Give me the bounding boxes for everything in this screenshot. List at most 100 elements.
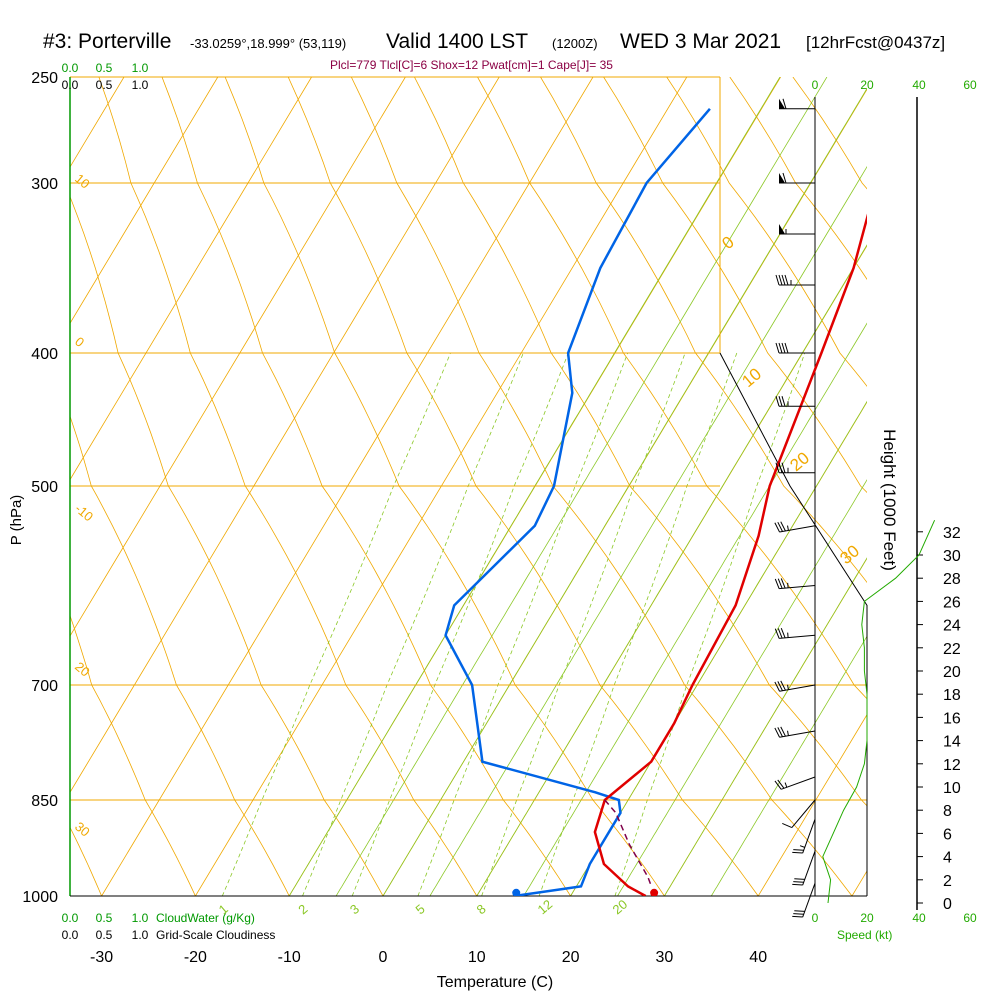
cloudiness-tick-top: 1.0 <box>132 78 149 92</box>
wind-barb <box>774 521 816 533</box>
x-tick-label: 0 <box>379 949 388 966</box>
height-label: 16 <box>943 710 961 727</box>
wind-speed-profile <box>822 519 936 904</box>
height-label: 30 <box>943 548 961 565</box>
height-label: 2 <box>943 873 952 890</box>
dry-adiabat-line <box>98 77 478 896</box>
cloudwater-label: CloudWater (g/Kg) <box>156 911 255 925</box>
dry-adiabat-line <box>414 77 867 807</box>
pressure-label: 250 <box>31 70 58 87</box>
pressure-label: 400 <box>31 346 58 363</box>
dry-adiabat-lines <box>0 77 867 896</box>
y-axis-title: P (hPa) <box>8 495 25 546</box>
wind-barb <box>779 172 815 184</box>
valid-date: WED 3 Mar 2021 <box>620 30 782 53</box>
isotherm-line <box>70 77 219 325</box>
mixing-ratio-line <box>481 352 686 896</box>
wind-barb <box>774 578 816 590</box>
x-tick-label: 40 <box>749 949 767 966</box>
speed-tick-bottom: 0 <box>812 911 819 925</box>
x-tick-label: -20 <box>184 949 207 966</box>
height-label: 18 <box>943 687 961 704</box>
height-label: 4 <box>943 850 952 867</box>
cloudiness-tick-top: 0.5 <box>96 78 113 92</box>
pressure-label: 500 <box>31 479 58 496</box>
height-label: 24 <box>943 618 961 635</box>
isotherm-line <box>0 77 30 896</box>
wind-speed-line <box>822 519 936 904</box>
dry-adiabat-line <box>350 77 853 896</box>
speed-tick-top: 60 <box>963 78 977 92</box>
station-coords: -33.0259°,18.999° (53,119) <box>190 36 347 51</box>
mixing-ratio-label: 3 <box>347 901 362 917</box>
dry-adiabat-line <box>70 614 196 896</box>
surface-temperature-marker <box>650 888 659 896</box>
height-label: 10 <box>943 780 961 797</box>
moist-adiabat-line <box>523 322 867 896</box>
moist-adiabat-line <box>382 87 867 896</box>
wind-barbs <box>774 98 816 918</box>
wind-barb <box>775 462 815 474</box>
mixing-ratio-label: 8 <box>474 901 489 917</box>
wind-barb <box>779 224 815 235</box>
dry-adiabat-line <box>70 415 290 896</box>
wind-barb <box>775 342 815 354</box>
mixing-ratio-label: 12 <box>535 897 556 918</box>
speed-tick-top: 20 <box>860 78 874 92</box>
wind-barb <box>792 883 816 918</box>
speed-tick-top: 40 <box>912 78 926 92</box>
pressure-label: 700 <box>31 678 58 695</box>
dry-adiabat-line <box>224 77 665 896</box>
cloudiness-tick-bottom: 0.0 <box>62 928 79 942</box>
moist-adiabat-line <box>335 77 828 896</box>
mixing-ratio-line <box>221 352 451 896</box>
station-title: #3: Porterville <box>43 30 172 53</box>
mixing-ratio-line <box>302 352 524 896</box>
height-label: 22 <box>943 641 961 658</box>
x-tick-label: 10 <box>468 949 486 966</box>
moist-adiabat-line <box>617 479 867 896</box>
pressure-label: 850 <box>31 793 58 810</box>
height-label: 26 <box>943 594 961 611</box>
isotherm-line <box>757 713 867 896</box>
x-tick-label: 30 <box>656 949 674 966</box>
mixing-ratio-line <box>538 352 738 896</box>
dry-adiabat-line <box>0 77 8 896</box>
right-adiabat-label: 10 <box>738 364 765 391</box>
x-tick-label: -30 <box>90 949 113 966</box>
mixing-ratio-lines <box>221 352 806 896</box>
height-label: 6 <box>943 826 952 843</box>
cloudwater-tick-top: 1.0 <box>132 61 149 75</box>
moist-adiabat-line <box>288 77 781 896</box>
wind-barb <box>774 627 816 639</box>
cloudwater-tick-top: 0.0 <box>62 61 79 75</box>
wind-barb <box>774 776 816 790</box>
wind-barb <box>792 819 816 854</box>
pressure-lines <box>70 76 867 897</box>
dry-adiabat-line <box>477 77 867 700</box>
valid-time: Valid 1400 LST <box>386 30 529 53</box>
height-label: 0 <box>943 896 952 913</box>
chart-frame <box>69 77 918 910</box>
wind-barb <box>779 98 815 110</box>
dry-adiabat-line <box>666 77 867 387</box>
parcel-path <box>604 799 653 887</box>
x-tick-label: -10 <box>278 949 301 966</box>
wind-barb <box>774 726 816 738</box>
cloudiness-tick-bottom: 1.0 <box>132 928 149 942</box>
speed-tick-bottom: 40 <box>912 911 926 925</box>
pressure-label: 1000 <box>22 889 58 906</box>
cloudwater-tick-bottom: 0.5 <box>96 911 113 925</box>
dry-adiabat-line <box>161 77 571 896</box>
x-axis-title: Temperature (C) <box>437 974 553 991</box>
moist-adiabat-line <box>429 165 867 896</box>
x-tick-label: 20 <box>562 949 580 966</box>
height-label: 32 <box>943 525 961 542</box>
wind-barb <box>775 396 815 407</box>
height-label: 20 <box>943 664 961 681</box>
pressure-label: 300 <box>31 176 58 193</box>
speed-tick-top: 0 <box>812 78 819 92</box>
isotherm-line <box>851 870 867 896</box>
speed-tick-bottom: 60 <box>963 911 977 925</box>
